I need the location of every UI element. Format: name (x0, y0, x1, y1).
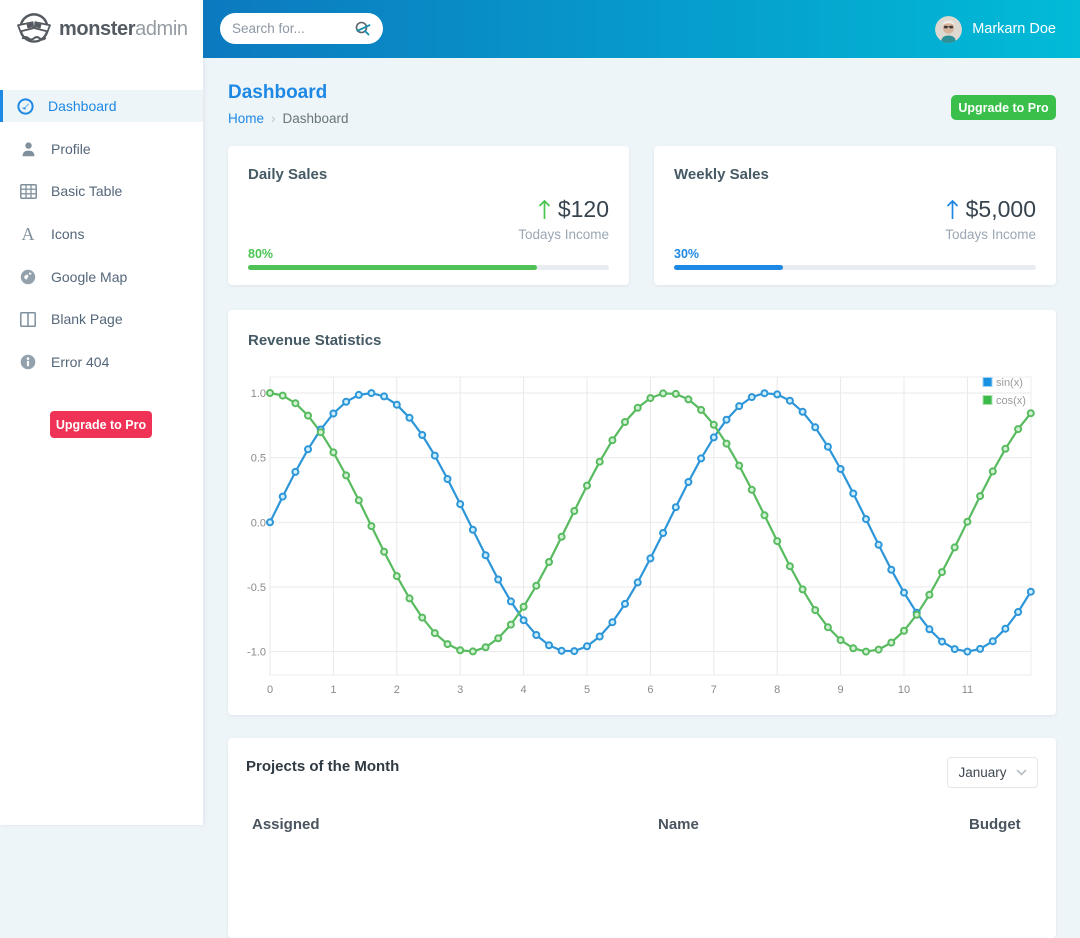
svg-text:1.0: 1.0 (251, 388, 266, 400)
svg-text:10: 10 (898, 684, 910, 696)
svg-text:0: 0 (267, 684, 273, 696)
svg-text:0.5: 0.5 (251, 453, 266, 465)
svg-text:2: 2 (394, 684, 400, 696)
svg-text:1: 1 (330, 684, 336, 696)
svg-text:7: 7 (711, 684, 717, 696)
svg-text:6: 6 (647, 684, 653, 696)
svg-text:8: 8 (774, 684, 780, 696)
svg-text:-1.0: -1.0 (247, 647, 266, 659)
svg-text:5: 5 (584, 684, 590, 696)
svg-text:cos(x): cos(x) (996, 395, 1026, 407)
svg-text:11: 11 (962, 684, 973, 696)
svg-text:9: 9 (838, 684, 844, 696)
svg-text:3: 3 (457, 684, 463, 696)
svg-text:4: 4 (521, 684, 527, 696)
svg-text:0.0: 0.0 (251, 517, 266, 529)
svg-text:-0.5: -0.5 (247, 582, 266, 594)
svg-text:sin(x): sin(x) (996, 377, 1023, 389)
